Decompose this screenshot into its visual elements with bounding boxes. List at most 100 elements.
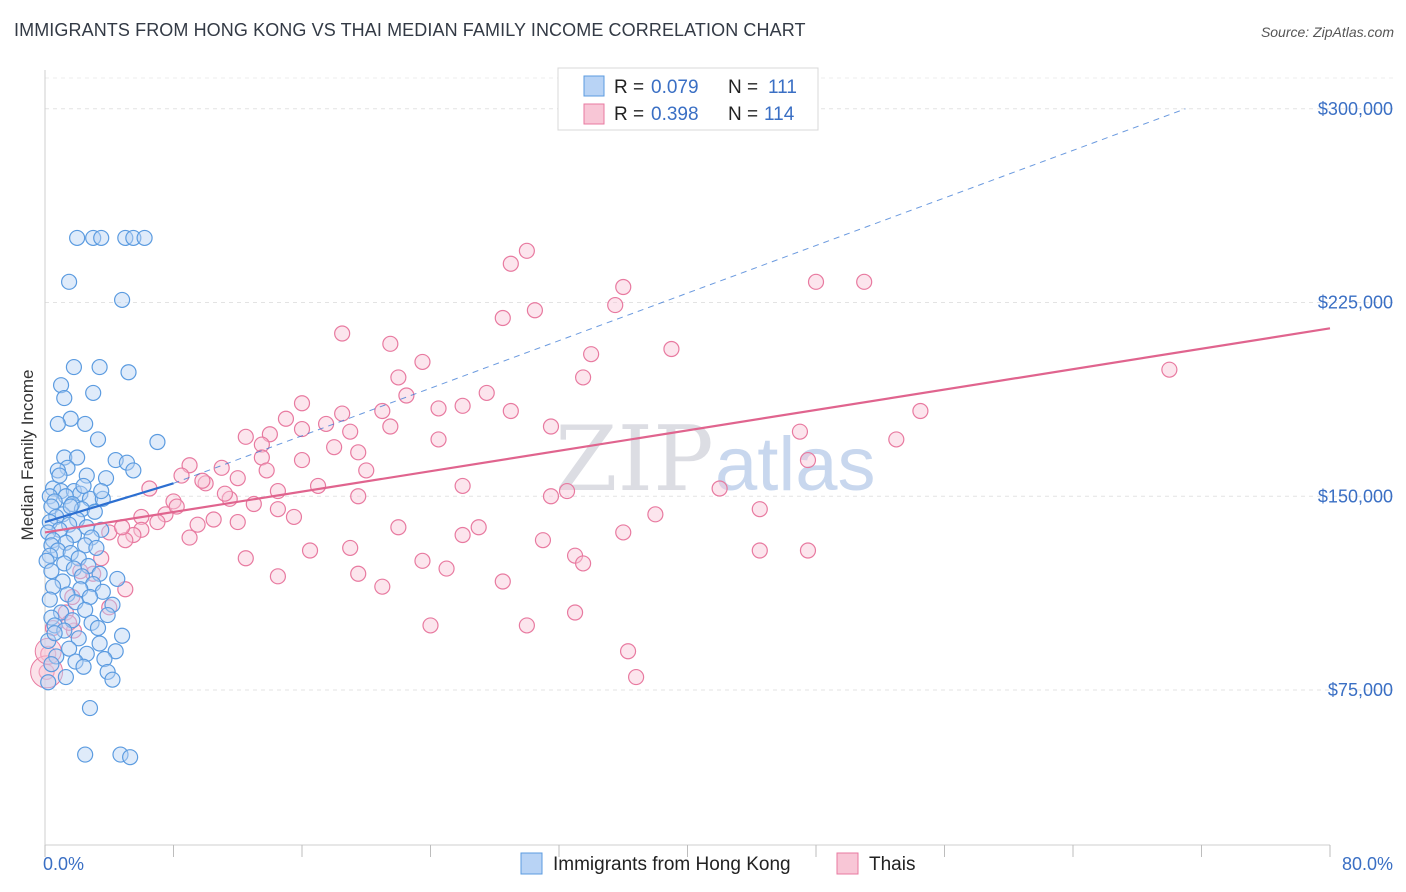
thais-point-60 xyxy=(269,501,287,518)
hong-kong-point-110 xyxy=(51,467,68,484)
hong-kong-point-16 xyxy=(49,415,66,433)
thais-point-20 xyxy=(454,397,471,414)
thais-point-23 xyxy=(374,402,391,420)
bottom-legend-swatch-blue xyxy=(520,852,543,875)
thais-point-27 xyxy=(382,418,399,435)
thais-point-97 xyxy=(627,668,645,686)
thais-point-37 xyxy=(326,439,343,456)
thais-point-77 xyxy=(342,539,359,557)
thais-point-17 xyxy=(398,387,415,404)
thais-point-7 xyxy=(494,309,511,327)
hong-kong-point-88 xyxy=(70,630,87,647)
y-tick-label-1: $150,000 xyxy=(1318,486,1393,506)
hong-kong-point-6 xyxy=(60,273,78,290)
thais-point-75 xyxy=(454,526,471,544)
hong-kong-point-77 xyxy=(104,596,121,613)
thais-point-68 xyxy=(470,519,487,536)
thais-point-96 xyxy=(619,643,637,660)
thais-point-1 xyxy=(502,255,519,272)
thais-point-43 xyxy=(358,462,375,479)
hong-kong-point-4 xyxy=(125,229,142,247)
thais-point-113 xyxy=(285,508,303,526)
thais-point-84 xyxy=(574,555,592,572)
hong-kong-point-36 xyxy=(64,495,81,513)
bottom-legend-label-2: Thais xyxy=(869,854,915,875)
hong-kong-point-85 xyxy=(89,619,107,637)
hong-kong-point-87 xyxy=(113,627,131,644)
legend-n-label-1: N = xyxy=(728,77,758,98)
thais-point-25 xyxy=(277,410,295,427)
hong-kong-point-64 xyxy=(43,563,60,580)
thais-point-67 xyxy=(390,519,407,536)
thais-point-32 xyxy=(237,428,254,445)
watermark-atlas: atlas xyxy=(715,422,876,507)
thais-point-54 xyxy=(350,488,367,505)
hong-kong-point-100 xyxy=(57,668,74,686)
hong-kong-point-11 xyxy=(52,377,70,394)
thais-point-80 xyxy=(799,542,817,559)
hong-kong-point-2 xyxy=(93,229,110,247)
thais-point-62 xyxy=(647,506,664,523)
thais-point-99 xyxy=(518,617,535,634)
thais-point-110 xyxy=(194,472,211,489)
hong-kong-point-61 xyxy=(56,555,73,572)
y-tick-label-3: $300,000 xyxy=(1318,99,1393,119)
hong-kong-point-99 xyxy=(99,663,116,681)
hong-kong-point-94 xyxy=(48,648,65,665)
thais-point-6 xyxy=(526,302,544,319)
thais-point-38 xyxy=(350,444,367,461)
hong-kong-point-25 xyxy=(78,467,95,484)
legend-n-value-1: 111 xyxy=(768,77,797,98)
thais-point-98 xyxy=(422,617,439,634)
thais-point-13 xyxy=(1161,361,1178,378)
hong-kong-point-8 xyxy=(65,358,83,376)
thais-point-18 xyxy=(293,395,311,412)
thais-point-52 xyxy=(558,482,576,500)
y-tick-labels: $75,000 $150,000 $225,000 $300,000 xyxy=(1318,99,1393,700)
hong-kong-point-102 xyxy=(40,674,57,691)
legend-swatch-pink xyxy=(583,103,605,125)
thais-point-69 xyxy=(133,521,150,538)
thais-trend-line xyxy=(44,327,1331,534)
hong-kong-point-104 xyxy=(77,746,94,763)
thais-point-74 xyxy=(117,532,134,549)
thais-point-10 xyxy=(583,346,600,363)
thais-point-24 xyxy=(912,402,929,420)
thais-point-2 xyxy=(807,273,825,290)
y-axis-label: Median Family Income xyxy=(18,369,37,540)
hong-kong-point-9 xyxy=(91,358,108,376)
legend-r-label-1: R = xyxy=(614,77,644,98)
thais-point-85 xyxy=(438,560,455,577)
thais-point-45 xyxy=(173,467,190,484)
hong-kong-point-55 xyxy=(88,539,105,557)
hong-kong-point-90 xyxy=(91,635,108,652)
thais-point-30 xyxy=(342,423,359,440)
thais-point-59 xyxy=(751,501,768,518)
legend-r-value-2: 0.398 xyxy=(651,104,699,125)
thais-point-86 xyxy=(350,565,367,582)
hong-kong-trend-line xyxy=(44,482,174,524)
hong-kong-point-20 xyxy=(69,449,86,466)
thais-point-64 xyxy=(205,511,222,528)
hong-kong-point-15 xyxy=(77,415,94,433)
thais-point-72 xyxy=(615,524,632,541)
hong-kong-point-109 xyxy=(75,477,92,495)
thais-point-71 xyxy=(125,526,142,544)
thais-point-3 xyxy=(615,278,632,296)
x-tick-max: 80.0% xyxy=(1342,854,1393,874)
hong-kong-point-96 xyxy=(67,653,84,670)
hong-kong-point-83 xyxy=(83,614,100,631)
thais-point-8 xyxy=(334,325,351,342)
hong-kong-point-112 xyxy=(125,462,142,479)
thais-point-79 xyxy=(751,542,768,559)
thais-point-41 xyxy=(799,451,817,469)
thais-point-16 xyxy=(478,384,495,402)
hong-kong-point-18 xyxy=(149,433,166,451)
hong-kong-point-19 xyxy=(56,449,73,466)
series-legend: Immigrants from Hong Kong Thais xyxy=(520,852,915,875)
hong-kong-point-101 xyxy=(104,671,121,688)
thais-point-31 xyxy=(791,423,809,440)
thais-point-11 xyxy=(663,340,680,358)
thais-point-48 xyxy=(454,477,471,495)
